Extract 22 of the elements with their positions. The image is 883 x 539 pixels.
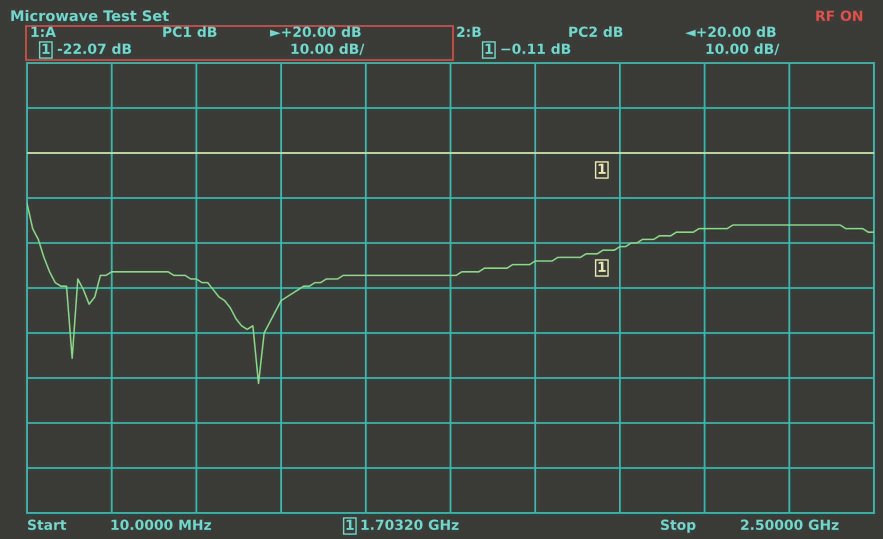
text: Stop [660, 520, 696, 533]
annotation: 1 [598, 164, 606, 174]
text: ►+20.00 dB [270, 26, 361, 38]
text: -22.07 dB [58, 43, 132, 54]
chart-title: Microwave Test Set [11, 10, 169, 22]
text: 2.50000 GHz [741, 520, 839, 530]
text: RF ON [816, 10, 862, 22]
text: 1 [346, 520, 354, 530]
text: PC1 dB [163, 26, 216, 38]
annotation: 1 [598, 262, 606, 272]
text: PC2 dB [569, 26, 622, 38]
text: ◄+20.00 dB [685, 26, 776, 38]
text: −0.11 dB [501, 43, 570, 54]
text: 10.00 dB/ [292, 43, 364, 56]
text: 1.70320 GHz [362, 520, 459, 530]
text: 2:B [457, 26, 481, 37]
text: 1 [42, 44, 50, 54]
text: 10.00 dB/ [706, 43, 780, 56]
text: 10.0000 MHz [112, 520, 211, 530]
text: 1:A [32, 26, 56, 37]
text: Start [28, 520, 66, 530]
text: 1 [486, 44, 493, 54]
